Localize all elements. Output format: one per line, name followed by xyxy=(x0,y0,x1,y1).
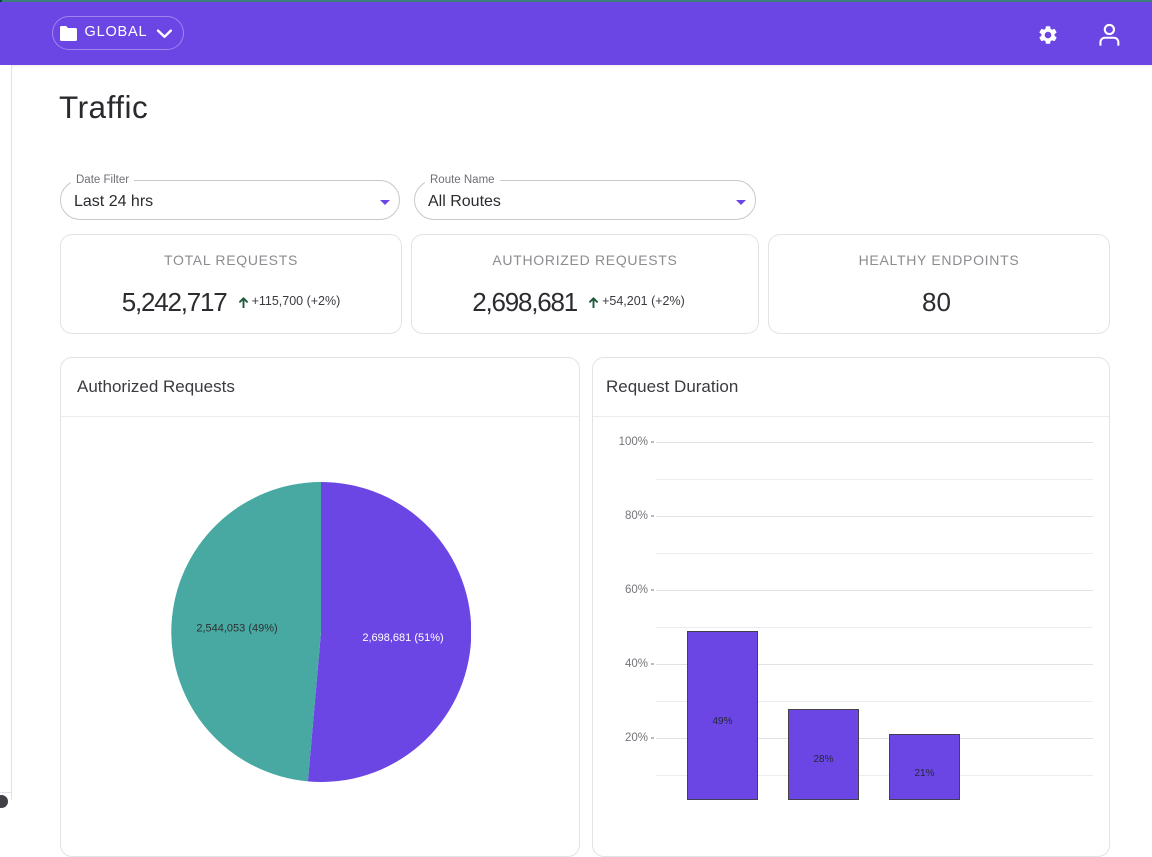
svg-text:2,544,053 (49%): 2,544,053 (49%) xyxy=(196,623,277,635)
svg-text:2,698,681 (51%): 2,698,681 (51%) xyxy=(362,632,443,644)
